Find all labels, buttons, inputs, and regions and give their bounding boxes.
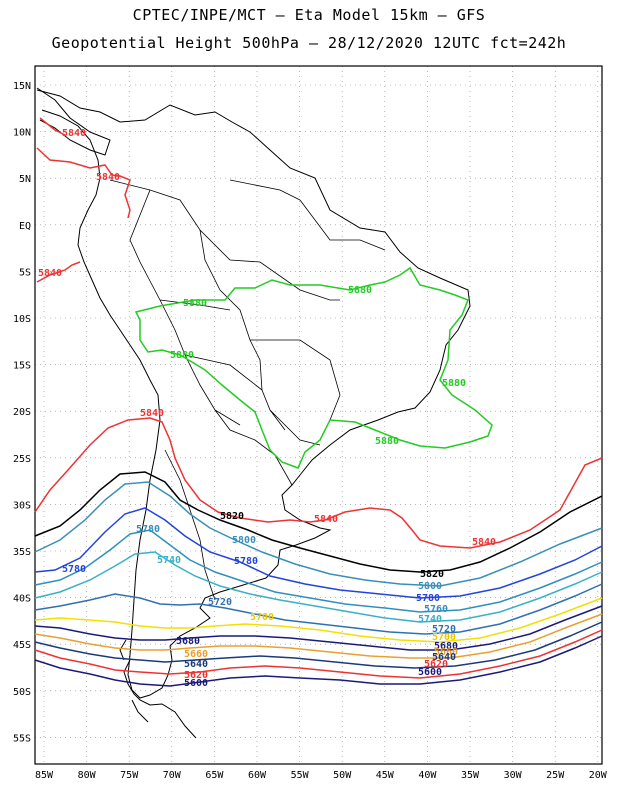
contour-5800 (34, 481, 603, 587)
chart-title-line1: CPTEC/INPE/MCT – Eta Model 15km – GFS (132, 6, 486, 24)
contour-5620 (34, 629, 603, 679)
contour-5640 (34, 621, 603, 669)
label-5800-a: 5800 (232, 535, 256, 546)
label-5780-d: 5780 (416, 593, 440, 604)
label-5880-d: 5880 (442, 378, 466, 389)
contour-5600 (34, 635, 603, 687)
lat-tick-label: 45S (13, 640, 31, 651)
lon-tick-label: 50W (333, 770, 352, 781)
lon-tick-label: 65W (205, 770, 224, 781)
contour-5840-north-a (36, 147, 131, 219)
chart-title-line2: Geopotential Height 500hPa – 28/12/2020 … (51, 34, 567, 52)
lon-tick-label: 25W (546, 770, 565, 781)
lon-tick-label: 80W (78, 770, 97, 781)
lon-tick-label: 75W (120, 770, 139, 781)
lon-tick-label: 85W (35, 770, 54, 781)
label-5760-a: 5760 (424, 604, 448, 615)
label-5680-b: 5680 (434, 641, 458, 652)
label-5840-d: 5840 (140, 408, 164, 419)
label-5640-a: 5640 (184, 659, 208, 670)
longitude-labels: 85W 80W 75W 70W 65W 60W 55W 50W 45W 40W 35W 30W 25W 2… (35, 770, 608, 781)
label-5780-c: 5780 (234, 556, 258, 567)
contour-labels: 5840 5840 5840 5840 5840 5840 5880 5880 … (38, 128, 496, 689)
contour-5660 (34, 613, 603, 659)
label-5600-a: 5600 (184, 678, 208, 689)
label-5800-b: 5800 (418, 581, 442, 592)
patagonia-islands (119, 639, 197, 739)
lat-tick-label: 10N (13, 128, 31, 139)
lon-tick-label: 30W (504, 770, 523, 781)
contour-5840-north-c (39, 117, 66, 136)
label-5620-b: 5620 (424, 659, 448, 670)
label-5780-a: 5780 (136, 524, 160, 535)
lat-tick-label: 15N (13, 81, 31, 92)
label-5820-a: 5820 (220, 511, 244, 522)
contour-5740 (34, 551, 603, 623)
lon-tick-label: 55W (291, 770, 310, 781)
label-5720-b: 5720 (432, 624, 456, 635)
label-5840-b: 5840 (96, 172, 120, 183)
lat-tick-label: 35S (13, 547, 31, 558)
label-5620-a: 5620 (184, 670, 208, 681)
label-5880-a: 5880 (183, 298, 207, 309)
lon-tick-label: 20W (589, 770, 608, 781)
label-5840-a: 5840 (62, 128, 86, 139)
contour-5680 (34, 605, 603, 651)
lat-tick-label: 15S (13, 361, 31, 372)
lon-tick-label: 60W (248, 770, 267, 781)
contour-5700 (34, 597, 603, 643)
label-5840-f: 5840 (472, 537, 496, 548)
label-5780-b: 5780 (62, 564, 86, 575)
lat-tick-label: 5N (19, 174, 31, 185)
lon-tick-label: 45W (376, 770, 395, 781)
lat-tick-label: 20S (13, 407, 31, 418)
label-5660-a: 5660 (184, 649, 208, 660)
contour-5720 (34, 583, 603, 635)
label-5880-c: 5880 (170, 350, 194, 361)
lat-lon-grid (35, 66, 602, 764)
label-5680-a: 5680 (176, 636, 200, 647)
contour-lines (34, 117, 603, 687)
south-america-coastline (36, 89, 471, 699)
contour-5780 (34, 507, 603, 599)
label-5700-a: 5700 (250, 612, 274, 623)
lat-tick-label: 5S (19, 267, 31, 278)
latitude-labels: 15N 10N 5N EQ 5S 10S 15S 20S 25S 30S 35S 40S 45S 50S 5… (13, 81, 31, 744)
label-5840-c: 5840 (38, 268, 62, 279)
lat-tick-label: 30S (13, 500, 31, 511)
lat-tick-label: 40S (13, 594, 31, 605)
contour-5840 (34, 417, 603, 549)
label-5600-b: 5600 (418, 667, 442, 678)
central-america-coast (36, 87, 111, 156)
label-5700-b: 5700 (432, 632, 456, 643)
label-5720-a: 5720 (208, 597, 232, 608)
label-5880-e: 5880 (375, 436, 399, 447)
lat-tick-label: 50S (13, 687, 31, 698)
contour-5820 (34, 471, 603, 573)
lat-tick-label: 10S (13, 314, 31, 325)
contour-5880 (134, 266, 493, 469)
label-5740-a: 5740 (157, 555, 181, 566)
label-5640-b: 5640 (432, 652, 456, 663)
contour-5840-north-b (36, 261, 81, 283)
lat-tick-label: 55S (13, 733, 31, 744)
label-5820-b: 5820 (420, 569, 444, 580)
lat-tick-label: EQ (19, 221, 31, 232)
label-5660-b: 5660 (434, 647, 458, 658)
label-5880-b: 5880 (348, 285, 372, 296)
lat-tick-label: 25S (13, 454, 31, 465)
map-frame (34, 65, 603, 765)
lon-tick-label: 35W (461, 770, 480, 781)
lon-tick-label: 40W (418, 770, 437, 781)
label-5740-b: 5740 (418, 614, 442, 625)
country-borders (109, 179, 386, 601)
contour-5760 (34, 529, 603, 613)
lon-tick-label: 70W (163, 770, 182, 781)
label-5840-e: 5840 (314, 514, 338, 525)
